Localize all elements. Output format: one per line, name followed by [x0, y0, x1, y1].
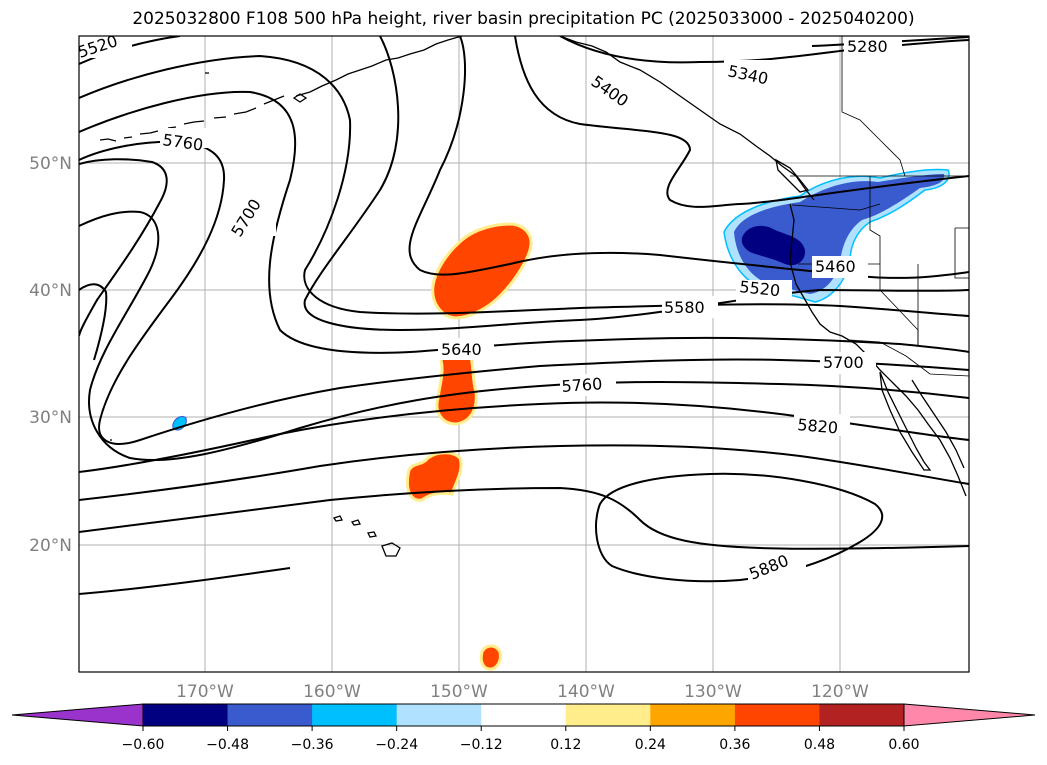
alaska-canada-border — [841, 36, 906, 177]
colorbar-tick-label: −0.24 — [375, 737, 418, 753]
lat-label-50n: 50°N — [29, 154, 72, 174]
colorbar-swatch — [481, 704, 567, 726]
lon-label-150w: 150°W — [430, 682, 488, 702]
contour-label-5760-c: 5760 — [561, 374, 603, 396]
precip-positive-3 — [406, 451, 463, 502]
contour-label-5280: 5280 — [847, 37, 888, 56]
hawaii-big-island — [381, 542, 401, 557]
contour-5700 — [79, 140, 969, 445]
contour-label-5460: 5460 — [815, 257, 856, 276]
map-frame — [78, 35, 970, 673]
contour-label-5580: 5580 — [664, 298, 705, 317]
alaska-panhandle — [559, 36, 815, 201]
aleutian-islands — [99, 95, 285, 142]
colorbar-tick-label: 0.12 — [550, 737, 581, 753]
kodiak — [292, 93, 308, 103]
contour-5640 — [79, 90, 969, 354]
lon-label-130w: 130°W — [684, 682, 742, 702]
colorbar-tick-label: 0.60 — [888, 737, 919, 753]
precip-positive-4 — [479, 644, 502, 671]
colorbar-tick-label: −0.60 — [122, 737, 165, 753]
colorbar-tick-label: −0.48 — [206, 737, 249, 753]
alaska-south-coast — [295, 36, 463, 97]
lat-label-40n: 40°N — [29, 281, 72, 301]
colorbar-extend-max — [903, 703, 1036, 727]
precip-positive-1 — [431, 222, 533, 320]
vancouver-island — [775, 158, 810, 193]
state-border-wa-or — [791, 203, 881, 211]
colorbar-swatch — [143, 704, 229, 726]
colorbar-swatch — [565, 704, 651, 726]
contour-5880-ring — [595, 472, 884, 583]
maui — [367, 531, 377, 538]
colorbar-tick-label: 0.48 — [804, 737, 835, 753]
colorbar-swatch — [312, 704, 398, 726]
contour-label-5700-e: 5700 — [823, 353, 864, 372]
height-contours — [79, 36, 969, 595]
contour-5870 — [79, 567, 291, 595]
longitude-labels: 170°W 160°W 150°W 140°W 130°W 120°W — [176, 682, 869, 702]
contour-5780 — [79, 283, 108, 361]
lon-label-120w: 120°W — [811, 682, 869, 702]
lat-label-30n: 30°N — [29, 408, 72, 428]
oahu — [350, 519, 361, 526]
colorbar-swatch — [734, 704, 820, 726]
state-box-east — [954, 227, 969, 279]
kauai — [332, 515, 343, 522]
latitude-labels: 50°N 40°N 30°N 20°N — [29, 154, 72, 556]
baja-california — [879, 371, 932, 471]
lat-label-20n: 20°N — [29, 536, 72, 556]
contour-5850 — [79, 444, 969, 501]
lon-label-170w: 170°W — [176, 682, 234, 702]
colorbar-tick-label: 0.24 — [635, 737, 666, 753]
contour-5580 — [79, 54, 969, 317]
contour-5760 — [79, 210, 969, 462]
colorbar-swatch — [819, 704, 905, 726]
colorbar: −0.60 −0.48 −0.36 −0.24 −0.12 0.12 0.24 0.36 0.4… — [11, 703, 1036, 753]
colorbar-tick-label: −0.12 — [460, 737, 503, 753]
colorbar-tick-label: −0.36 — [291, 737, 334, 753]
precip-negative-core — [741, 225, 806, 266]
contour-5400 — [514, 36, 969, 208]
contour-label-backgrounds — [79, 36, 902, 584]
contour-label-5520-e: 5520 — [739, 277, 781, 300]
state-border-id-mt — [869, 176, 881, 264]
colorbar-tick-label: 0.36 — [719, 737, 750, 753]
colorbar-swatch — [650, 704, 736, 726]
contour-5700-ring — [79, 158, 168, 337]
contour-5340 — [559, 36, 969, 64]
contour-5860 — [79, 486, 969, 550]
map-title: 2025032800 F108 500 hPa height, river ba… — [132, 9, 915, 29]
colorbar-swatch — [227, 704, 313, 726]
lon-label-160w: 160°W — [303, 682, 361, 702]
colorbar-outline — [142, 703, 905, 727]
colorbar-swatch — [396, 704, 482, 726]
contour-label-5820: 5820 — [797, 415, 839, 437]
contour-label-5640: 5640 — [441, 340, 482, 359]
colorbar-extend-min — [11, 703, 144, 727]
islet-1 — [110, 72, 209, 441]
lon-label-140w: 140°W — [557, 682, 615, 702]
